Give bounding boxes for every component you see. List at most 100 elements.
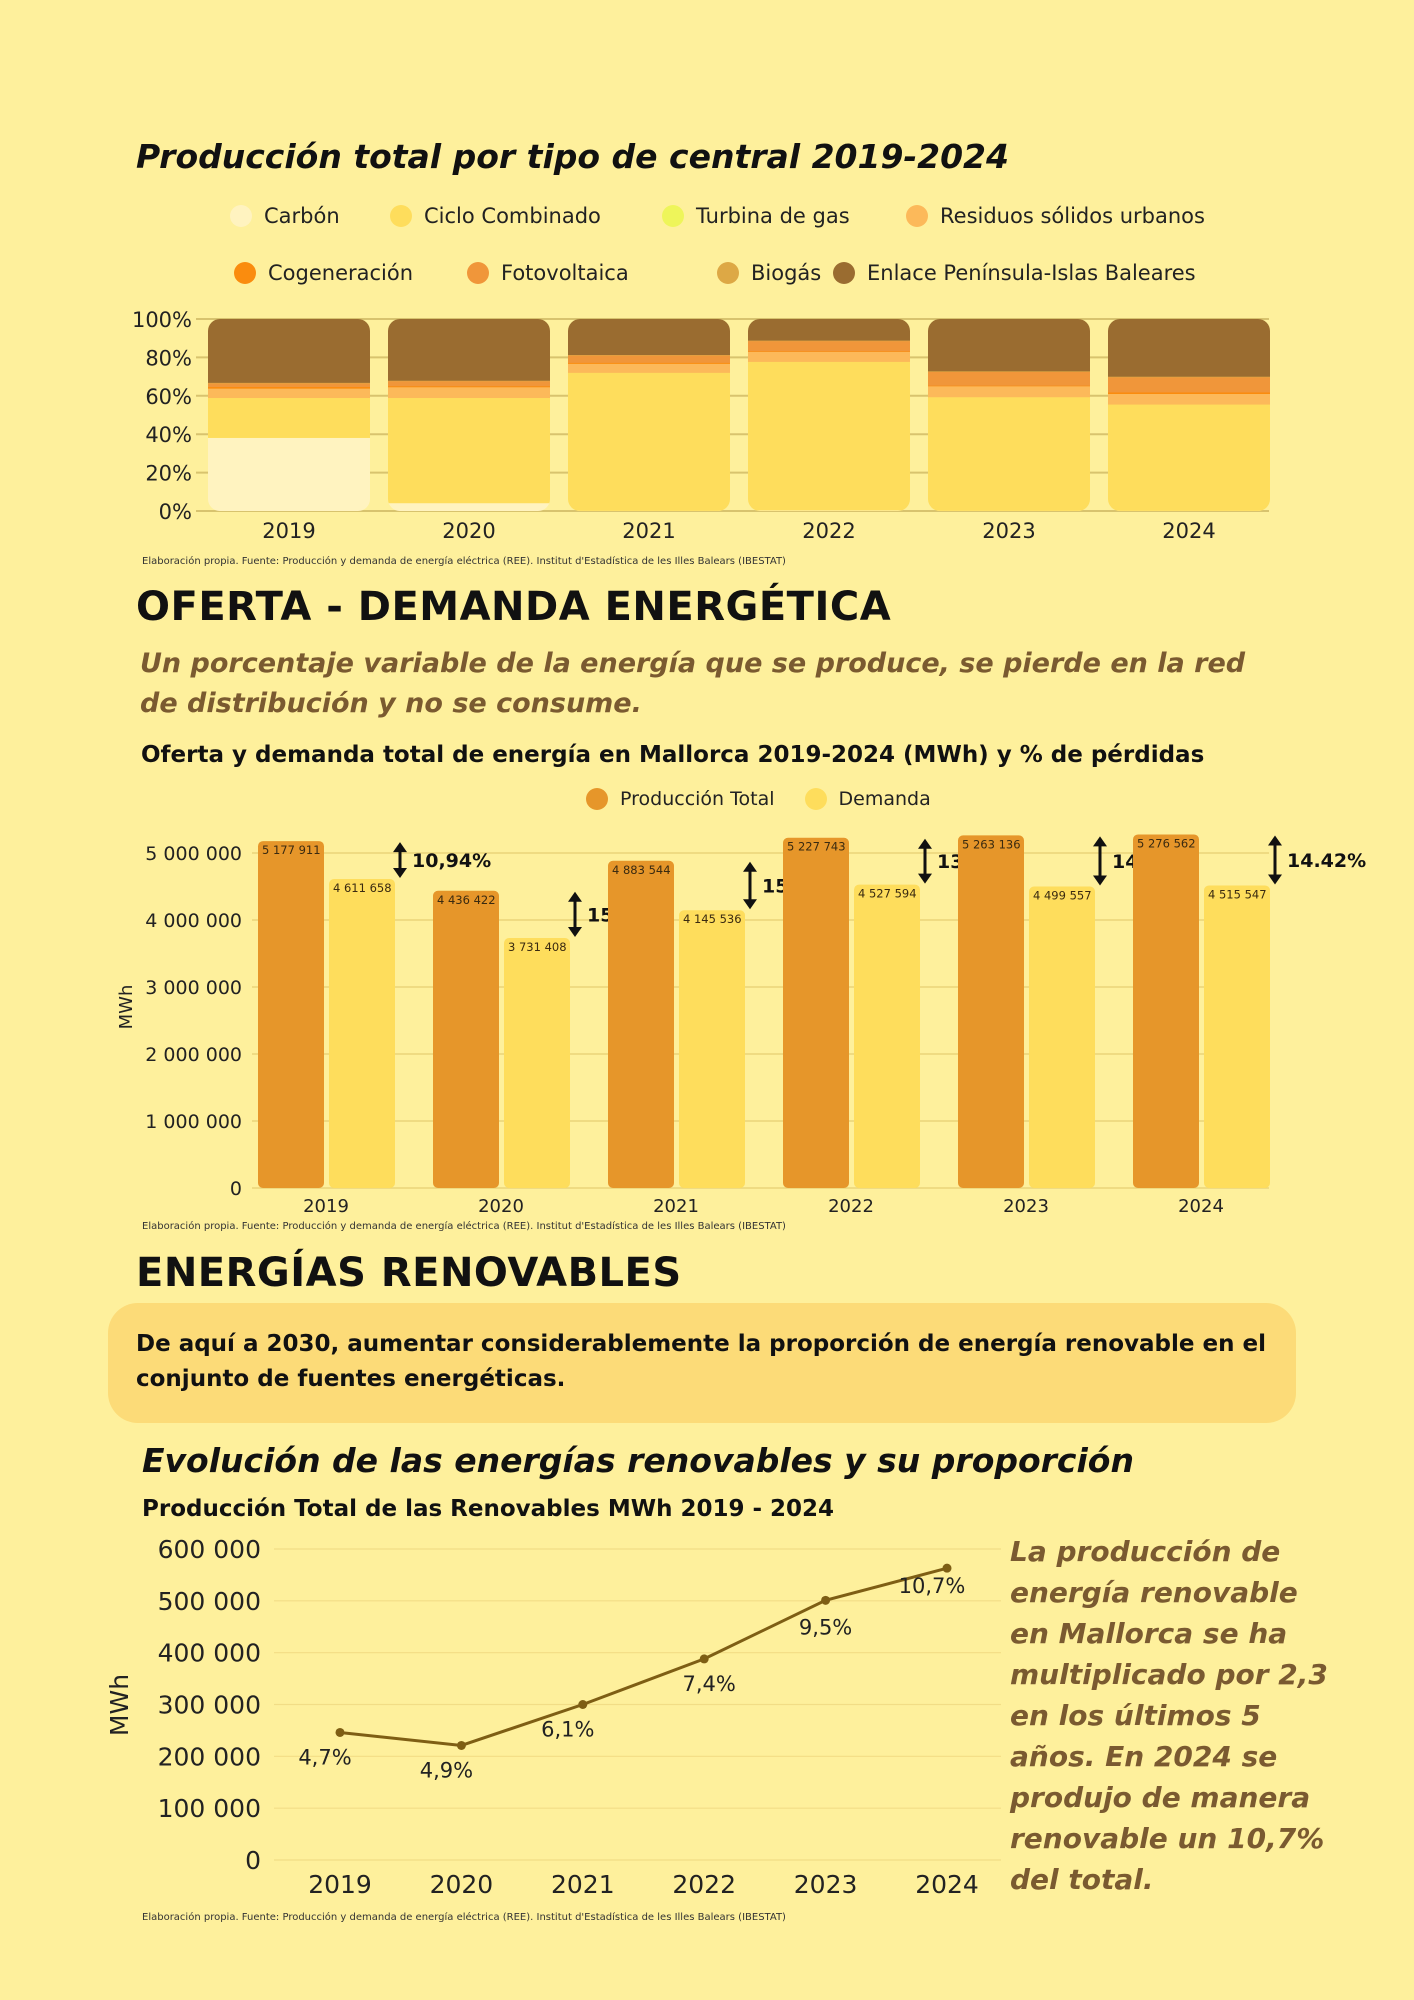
loss-percent-label: 10,94% (412, 850, 491, 872)
y-tick-label: 4 000 000 (145, 910, 242, 932)
legend-swatch (390, 205, 412, 227)
bar (1133, 834, 1199, 1188)
arrow-head-up (1268, 835, 1282, 846)
bar (783, 837, 849, 1188)
renewables-side-text: La producción de energía renovable en Ma… (1010, 1535, 1328, 1896)
x-tick-label: 2020 (430, 1870, 494, 1899)
bar-segment (928, 385, 1090, 398)
legend-label: Residuos sólidos urbanos (940, 204, 1205, 228)
goal-box: De aquí a 2030, aumentar considerablemen… (108, 1303, 1296, 1423)
legend-swatch (230, 205, 252, 227)
bar-segment (208, 437, 370, 511)
x-tick-label: 2019 (303, 1196, 349, 1217)
section-subtitle: Un porcentaje variable de la energía que… (140, 648, 1246, 719)
y-tick-label: 60% (145, 385, 192, 409)
arrow-head-down (1093, 875, 1107, 886)
point-label: 6,1% (541, 1718, 594, 1742)
chart1-title: Producción total por tipo de central 201… (136, 137, 1009, 176)
data-label: 5 227 743 (787, 840, 846, 854)
legend-swatch (467, 262, 489, 284)
x-tick-label: 2019 (308, 1870, 372, 1899)
legend-label: Cogeneración (268, 261, 414, 285)
x-tick-label: 2022 (802, 519, 855, 543)
legend-item: Cogeneración (234, 261, 413, 285)
chart1-source: Elaboración propia. Fuente: Producción y… (142, 556, 786, 567)
x-tick-label: 2021 (551, 1870, 615, 1899)
legend-label: Producción Total (620, 788, 775, 810)
section-heading-oferta-demanda: OFERTA - DEMANDA ENERGÉTICA (136, 584, 892, 630)
legend-swatch (906, 205, 928, 227)
arrow-head-up (743, 861, 757, 872)
point-label: 4,9% (420, 1758, 473, 1782)
y-tick-label: 80% (145, 346, 192, 370)
bar-segment (1108, 393, 1270, 405)
arrow-head-down (918, 873, 932, 884)
arrow-head-up (918, 838, 932, 849)
legend-item: Producción Total (586, 788, 775, 810)
bar-segment (208, 382, 370, 384)
bar (854, 884, 920, 1188)
data-point (578, 1700, 588, 1709)
x-tick-label: 2023 (794, 1870, 858, 1899)
bar (433, 890, 499, 1188)
legend-label: Biogás (751, 261, 822, 285)
bar-segment (388, 502, 550, 511)
legend-label: Turbina de gas (696, 204, 850, 228)
arrow-head-up (1093, 836, 1107, 847)
bar-segment (928, 385, 1090, 387)
bar-segment (1108, 404, 1270, 511)
arrow-head-up (393, 842, 407, 853)
bar (1029, 886, 1095, 1188)
legend-swatch (804, 788, 827, 810)
x-tick-label: 2020 (478, 1196, 524, 1217)
bar-segment (388, 380, 550, 387)
bar (1204, 885, 1270, 1188)
y-tick-label: 300 000 (158, 1691, 261, 1720)
bar-segment (748, 319, 910, 341)
bar-segment (748, 340, 910, 352)
data-label: 4 515 547 (1208, 887, 1267, 901)
goal-text: De aquí a 2030, aumentar considerablemen… (136, 1331, 1266, 1392)
point-label: 4,7% (298, 1745, 351, 1769)
chart3-title: Producción Total de las Renovables MWh 2… (142, 1496, 835, 1522)
section-heading-renovables: ENERGÍAS RENOVABLES (136, 1250, 682, 1296)
data-label: 4 527 594 (858, 887, 917, 901)
y-tick-label: 0 (245, 1846, 261, 1875)
bar-segment (1108, 376, 1270, 393)
legend-item: Demanda (804, 788, 931, 810)
data-label: 4 436 422 (437, 893, 496, 907)
bar-segment (568, 362, 730, 364)
bar-segment (748, 340, 910, 342)
bar-segment (568, 372, 730, 511)
legend-swatch (717, 262, 739, 284)
bar-segment (208, 382, 370, 388)
bar-segment (748, 351, 910, 362)
renewables-title: Evolución de las energías renovables y s… (142, 1441, 1134, 1480)
bar (679, 910, 745, 1188)
bar-segment (388, 386, 550, 399)
x-tick-label: 2023 (1003, 1196, 1049, 1217)
y-tick-label: 600 000 (158, 1535, 261, 1564)
point-label: 9,5% (799, 1615, 852, 1639)
y-tick-label: 500 000 (158, 1587, 261, 1616)
y-tick-label: 20% (145, 462, 192, 486)
legend-item: Fotovoltaica (467, 261, 629, 285)
bar (329, 879, 395, 1188)
data-point (335, 1727, 345, 1737)
chart3-source: Elaboración propia. Fuente: Producción y… (142, 1912, 786, 1923)
legend-label: Enlace Península-Islas Baleares (867, 261, 1196, 285)
legend-label: Demanda (838, 788, 931, 810)
legend-item: Ciclo Combinado (390, 204, 601, 228)
legend-item: Turbina de gas (662, 204, 850, 228)
y-tick-label: 2 000 000 (145, 1044, 242, 1066)
legend-swatch (586, 788, 608, 810)
arrow-head-down (743, 899, 757, 910)
bar-segment (568, 355, 730, 363)
bar-segment (388, 385, 550, 388)
data-label: 4 499 557 (1033, 889, 1092, 903)
data-label: 5 263 136 (962, 837, 1021, 851)
y-tick-label: 100 000 (158, 1794, 261, 1823)
bar-segment (208, 386, 370, 389)
bar-segment (208, 319, 370, 383)
legend-label: Fotovoltaica (501, 261, 629, 285)
